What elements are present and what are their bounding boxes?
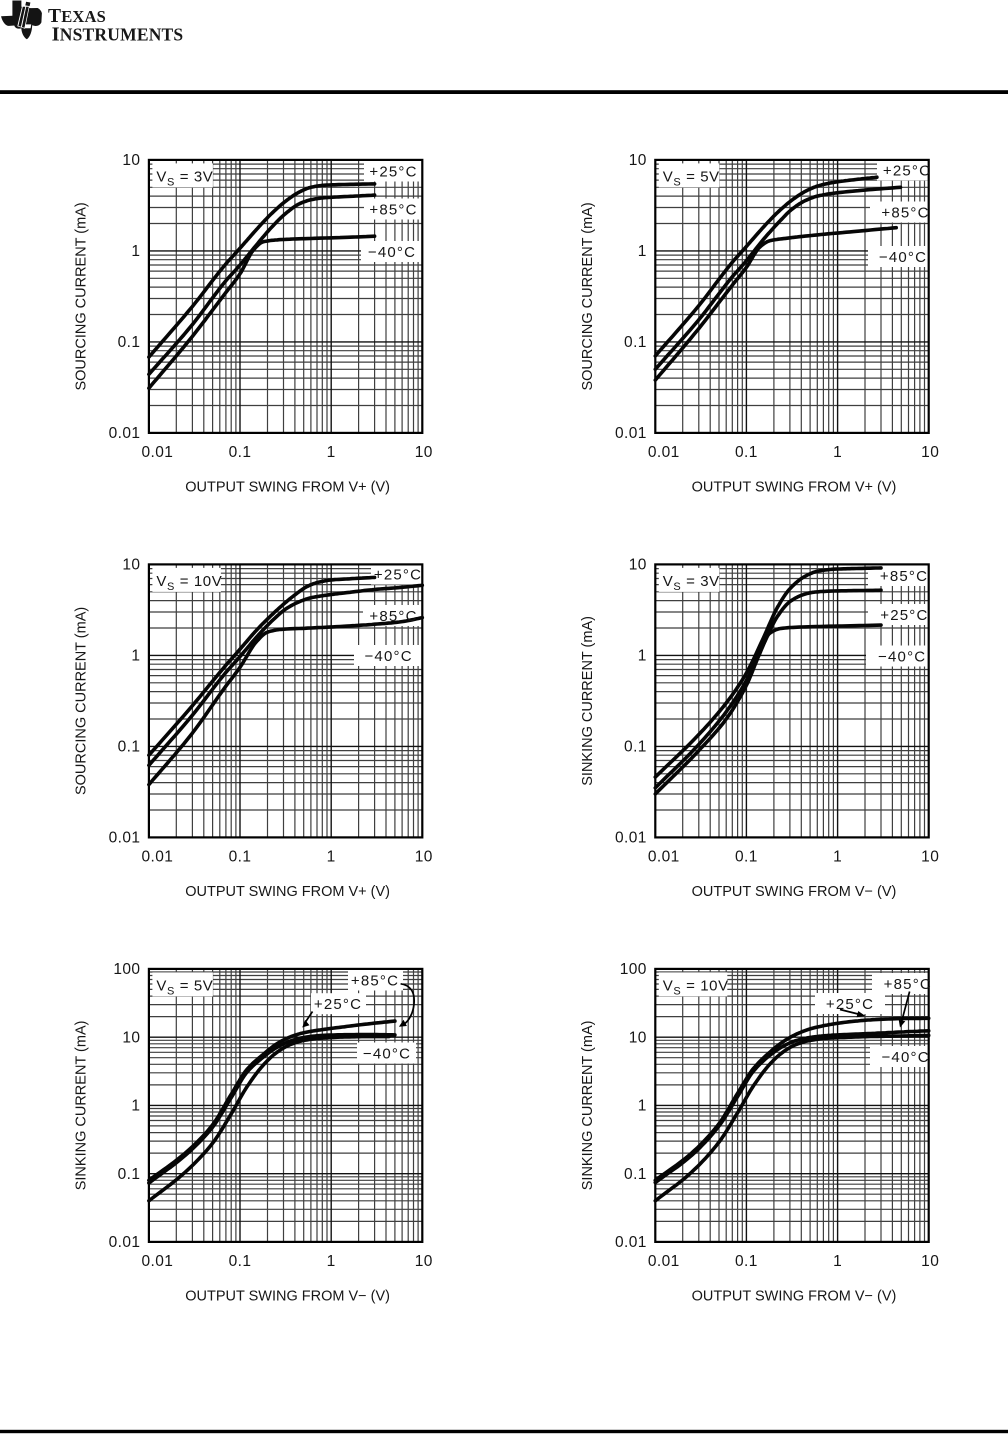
svg-text:0.01: 0.01 <box>648 1253 680 1270</box>
svg-text:+85°C: +85°C <box>881 204 929 221</box>
svg-text:1: 1 <box>833 849 842 866</box>
svg-text:10: 10 <box>122 557 140 574</box>
svg-text:1: 1 <box>638 243 647 260</box>
svg-text:SINKING CURRENT (mA): SINKING CURRENT (mA) <box>580 1021 596 1191</box>
svg-text:+85°C: +85°C <box>880 568 928 585</box>
svg-text:SOURCING CURRENT (mA): SOURCING CURRENT (mA) <box>74 202 90 390</box>
svg-text:10: 10 <box>415 1253 433 1270</box>
svg-text:SINKING CURRENT (mA): SINKING CURRENT (mA) <box>74 1021 90 1191</box>
svg-text:OUTPUT SWING FROM V+ (V): OUTPUT SWING FROM V+ (V) <box>185 479 390 495</box>
svg-text:0.01: 0.01 <box>109 1234 141 1251</box>
svg-text:1: 1 <box>638 648 647 665</box>
svg-text:+85°C: +85°C <box>351 972 399 989</box>
svg-text:0.1: 0.1 <box>735 849 758 866</box>
svg-text:0.01: 0.01 <box>142 1253 174 1270</box>
svg-text:VS = 5V: VS = 5V <box>663 168 720 188</box>
svg-text:VS = 10V: VS = 10V <box>663 977 729 997</box>
svg-text:0.01: 0.01 <box>109 830 141 847</box>
svg-text:0.01: 0.01 <box>142 849 174 866</box>
svg-text:−40°C: −40°C <box>881 1049 929 1066</box>
svg-text:VS = 10V: VS = 10V <box>156 573 222 593</box>
svg-text:+85°C: +85°C <box>369 201 417 218</box>
svg-text:−40°C: −40°C <box>879 249 927 266</box>
svg-text:0.1: 0.1 <box>229 849 252 866</box>
svg-text:1: 1 <box>833 1253 842 1270</box>
svg-text:OUTPUT SWING FROM V− (V): OUTPUT SWING FROM V− (V) <box>185 1288 390 1304</box>
svg-text:VS = 5V: VS = 5V <box>156 977 213 997</box>
svg-text:+85°C: +85°C <box>884 976 932 993</box>
svg-text:10: 10 <box>629 152 647 169</box>
svg-text:10: 10 <box>415 849 433 866</box>
svg-text:VS = 3V: VS = 3V <box>156 168 213 188</box>
svg-text:+25°C: +25°C <box>314 996 362 1013</box>
svg-text:+25°C: +25°C <box>826 996 874 1013</box>
svg-text:10: 10 <box>629 1030 647 1047</box>
svg-text:0.01: 0.01 <box>615 425 647 442</box>
svg-text:+85°C: +85°C <box>369 608 417 625</box>
svg-text:10: 10 <box>122 1030 140 1047</box>
svg-text:10: 10 <box>629 557 647 574</box>
svg-text:0.01: 0.01 <box>615 830 647 847</box>
svg-text:1: 1 <box>327 444 336 461</box>
svg-text:SOURCING CURRENT (mA): SOURCING CURRENT (mA) <box>74 607 90 795</box>
svg-text:OUTPUT SWING FROM V+ (V): OUTPUT SWING FROM V+ (V) <box>185 884 390 900</box>
svg-text:0.1: 0.1 <box>735 1253 758 1270</box>
svg-text:1: 1 <box>131 648 140 665</box>
svg-text:1: 1 <box>131 1098 140 1115</box>
svg-text:0.1: 0.1 <box>624 1166 647 1183</box>
svg-text:SINKING CURRENT (mA): SINKING CURRENT (mA) <box>580 616 596 786</box>
svg-text:−40°C: −40°C <box>878 648 926 665</box>
svg-text:0.1: 0.1 <box>118 334 141 351</box>
svg-text:VS = 3V: VS = 3V <box>663 573 720 593</box>
svg-text:−40°C: −40°C <box>364 648 412 665</box>
svg-text:0.1: 0.1 <box>735 444 758 461</box>
svg-text:−40°C: −40°C <box>363 1045 411 1062</box>
svg-text:10: 10 <box>921 1253 939 1270</box>
svg-text:0.1: 0.1 <box>624 739 647 756</box>
svg-text:10: 10 <box>921 849 939 866</box>
svg-text:100: 100 <box>113 961 140 978</box>
svg-text:0.01: 0.01 <box>109 425 141 442</box>
svg-text:100: 100 <box>620 961 647 978</box>
svg-text:1: 1 <box>327 1253 336 1270</box>
svg-text:10: 10 <box>921 444 939 461</box>
svg-text:OUTPUT SWING FROM V+ (V): OUTPUT SWING FROM V+ (V) <box>692 479 897 495</box>
svg-text:10: 10 <box>122 152 140 169</box>
svg-text:0.1: 0.1 <box>229 1253 252 1270</box>
svg-text:SOURCING CURRENT (mA): SOURCING CURRENT (mA) <box>580 202 596 390</box>
svg-text:+25°C: +25°C <box>880 607 928 624</box>
svg-text:+25°C: +25°C <box>369 163 417 180</box>
svg-text:0.1: 0.1 <box>624 334 647 351</box>
svg-text:1: 1 <box>638 1098 647 1115</box>
svg-text:1: 1 <box>327 849 336 866</box>
svg-text:0.1: 0.1 <box>118 1166 141 1183</box>
svg-text:0.1: 0.1 <box>118 739 141 756</box>
svg-text:+25°C: +25°C <box>883 162 931 179</box>
svg-text:OUTPUT SWING FROM V− (V): OUTPUT SWING FROM V− (V) <box>692 1288 897 1304</box>
svg-text:0.01: 0.01 <box>615 1234 647 1251</box>
svg-text:0.1: 0.1 <box>229 444 252 461</box>
svg-text:1: 1 <box>833 444 842 461</box>
svg-text:OUTPUT SWING FROM V− (V): OUTPUT SWING FROM V− (V) <box>692 884 897 900</box>
svg-text:10: 10 <box>415 444 433 461</box>
svg-text:INSTRUMENTS: INSTRUMENTS <box>52 24 184 46</box>
svg-text:TEXAS: TEXAS <box>48 6 106 27</box>
svg-text:0.01: 0.01 <box>648 849 680 866</box>
svg-text:0.01: 0.01 <box>142 444 174 461</box>
svg-text:0.01: 0.01 <box>648 444 680 461</box>
svg-text:−40°C: −40°C <box>368 244 416 261</box>
svg-text:+25°C: +25°C <box>374 566 422 583</box>
svg-text:1: 1 <box>131 243 140 260</box>
